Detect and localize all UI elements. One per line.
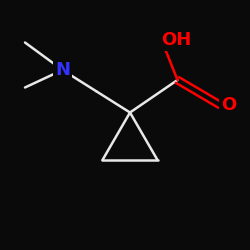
Text: O: O (221, 96, 236, 114)
Text: OH: OH (161, 31, 192, 49)
Text: N: N (55, 61, 70, 79)
